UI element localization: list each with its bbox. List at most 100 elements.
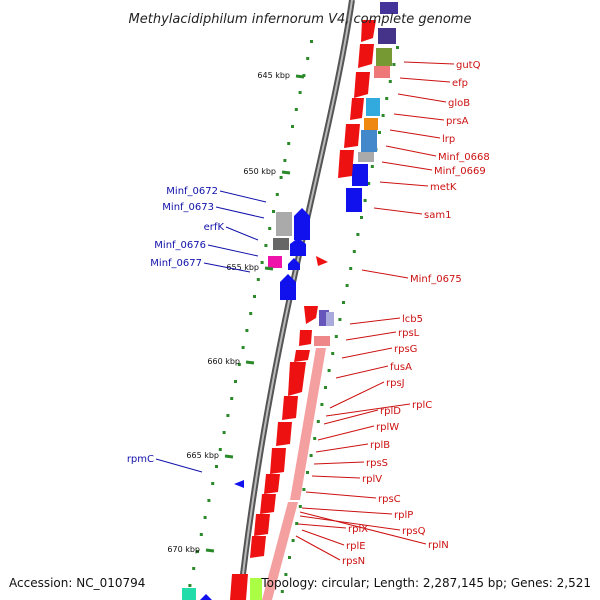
gene-block[interactable] — [326, 312, 334, 326]
label-connector — [203, 262, 251, 273]
label-connector — [403, 61, 455, 65]
gene-block[interactable] — [273, 238, 289, 250]
gc-dot — [260, 261, 264, 264]
gene-label-rpsQ[interactable]: rpsQ — [402, 526, 426, 537]
gene-arrow[interactable] — [344, 124, 360, 148]
gene-label-metK[interactable]: metK — [430, 182, 457, 193]
gene-arrow[interactable] — [354, 72, 370, 98]
gene-label-rplD[interactable]: rplD — [380, 406, 401, 417]
gene-arrow[interactable] — [290, 238, 306, 256]
gene-block[interactable] — [364, 118, 378, 130]
gene-arrow[interactable] — [358, 44, 374, 68]
label-connector — [295, 535, 341, 561]
gene-block[interactable] — [374, 66, 390, 78]
gene-arrow[interactable] — [200, 594, 212, 600]
gene-arrow[interactable] — [250, 536, 266, 558]
gene-label-Minf_0669[interactable]: Minf_0669 — [434, 166, 486, 177]
gene-label-erfK[interactable]: erfK — [204, 222, 225, 233]
gene-arrow[interactable] — [338, 150, 354, 178]
gc-dot — [392, 63, 396, 66]
gene-label-Minf_0673[interactable]: Minf_0673 — [162, 202, 214, 213]
gene-block[interactable] — [366, 98, 380, 116]
gene-arrow[interactable] — [276, 422, 292, 446]
gene-label-rpsN[interactable]: rpsN — [342, 556, 365, 567]
gene-label-rplX[interactable]: rplX — [348, 524, 368, 535]
label-connector — [305, 491, 377, 499]
gc-dot — [298, 505, 302, 508]
gene-label-rpsS[interactable]: rpsS — [366, 458, 388, 469]
label-connector — [389, 129, 441, 139]
gene-label-Minf_0676[interactable]: Minf_0676 — [154, 240, 206, 251]
gene-label-Minf_0672[interactable]: Minf_0672 — [166, 186, 218, 197]
gene-arrow[interactable] — [316, 256, 328, 266]
gene-label-Minf_0677[interactable]: Minf_0677 — [150, 258, 202, 269]
gene-arrow[interactable] — [304, 306, 318, 324]
gc-dot — [295, 522, 299, 525]
gene-arrow[interactable] — [361, 20, 376, 42]
tick-mark — [295, 74, 305, 79]
gene-arrow[interactable] — [288, 258, 300, 270]
gene-arrow[interactable] — [254, 514, 270, 536]
gene-arrow[interactable] — [294, 350, 310, 362]
gc-dot — [370, 165, 374, 168]
label-connector — [301, 529, 345, 546]
gene-block[interactable] — [358, 152, 374, 162]
gene-label-rpsJ[interactable]: rpsJ — [386, 378, 405, 389]
gene-label-gutQ[interactable]: gutQ — [456, 60, 481, 71]
gene-arrow[interactable] — [299, 330, 312, 346]
gene-label-rplC[interactable]: rplC — [412, 400, 432, 411]
gc-dot — [388, 80, 392, 83]
gene-label-rplW[interactable]: rplW — [376, 422, 399, 433]
gc-dot — [188, 584, 192, 587]
gene-block[interactable] — [346, 188, 362, 212]
gc-dot — [222, 431, 226, 434]
gene-label-rpsG[interactable]: rpsG — [394, 344, 417, 355]
gene-block-strip[interactable] — [290, 348, 326, 500]
gene-arrow[interactable] — [260, 494, 276, 514]
gene-block[interactable] — [361, 130, 377, 152]
gc-dot — [218, 448, 222, 451]
gene-block[interactable] — [314, 336, 330, 346]
gene-arrow[interactable] — [230, 574, 248, 600]
gene-block[interactable] — [380, 2, 398, 14]
gene-label-lcb5[interactable]: lcb5 — [402, 314, 423, 325]
gene-block[interactable] — [319, 310, 329, 326]
gene-arrow[interactable] — [264, 474, 280, 494]
gene-label-rplE[interactable]: rplE — [346, 541, 366, 552]
label-connector — [225, 226, 259, 241]
gene-label-rpsL[interactable]: rpsL — [398, 328, 420, 339]
gene-arrow[interactable] — [234, 480, 244, 488]
label-connector — [329, 381, 385, 409]
gene-arrow[interactable] — [280, 274, 296, 300]
gc-dot — [396, 46, 399, 49]
gene-arrow[interactable] — [270, 448, 286, 474]
gene-label-Minf_0668[interactable]: Minf_0668 — [438, 152, 490, 163]
gene-label-rplN[interactable]: rplN — [428, 540, 449, 551]
gene-label-efp[interactable]: efp — [452, 78, 468, 89]
gene-arrow[interactable] — [282, 396, 298, 420]
gene-label-gloB[interactable]: gloB — [448, 98, 470, 109]
gene-block[interactable] — [268, 256, 282, 268]
gene-arrow[interactable] — [288, 362, 306, 396]
gene-block[interactable] — [182, 588, 196, 600]
gene-block[interactable] — [376, 48, 392, 66]
gene-label-rpmC[interactable]: rpmC — [127, 454, 154, 465]
gene-label-fusA[interactable]: fusA — [390, 362, 412, 373]
gene-label-prsA[interactable]: prsA — [446, 116, 469, 127]
gene-label-rplP[interactable]: rplP — [394, 510, 413, 521]
label-connector — [361, 269, 409, 279]
gene-label-sam1[interactable]: sam1 — [424, 210, 451, 221]
gene-label-rplB[interactable]: rplB — [370, 440, 390, 451]
gene-arrow[interactable] — [350, 98, 364, 120]
gene-label-lrp[interactable]: lrp — [442, 134, 455, 145]
gene-block-strip[interactable] — [262, 502, 298, 600]
gene-block[interactable] — [378, 28, 396, 44]
gene-block[interactable] — [250, 578, 262, 600]
gene-label-rpsC[interactable]: rpsC — [378, 494, 401, 505]
gene-label-Minf_0675[interactable]: Minf_0675 — [410, 274, 462, 285]
gene-arrow[interactable] — [294, 208, 310, 240]
gene-label-rplV[interactable]: rplV — [362, 474, 382, 485]
gene-block[interactable] — [352, 164, 368, 186]
gene-block[interactable] — [276, 212, 292, 236]
